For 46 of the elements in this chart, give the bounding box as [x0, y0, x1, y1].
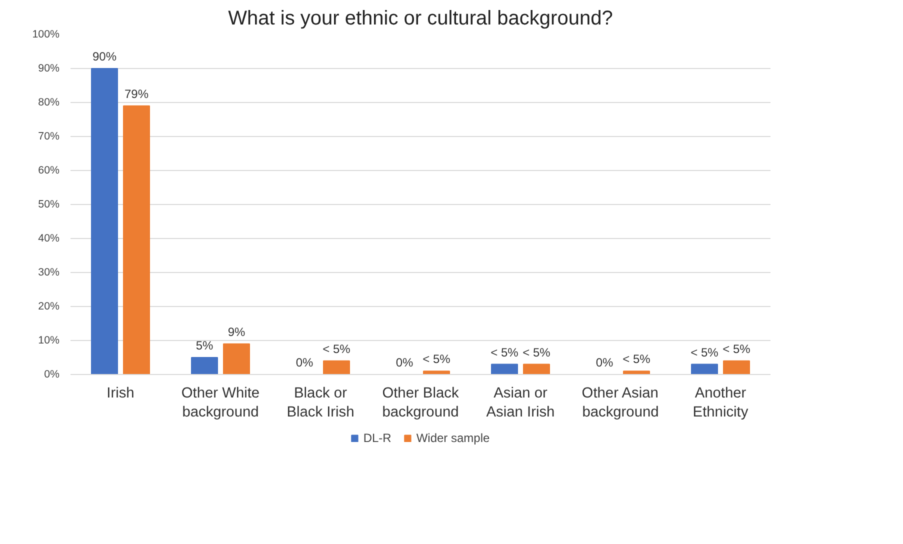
data-label: < 5%: [422, 352, 451, 366]
data-label: < 5%: [622, 352, 651, 366]
y-tick-label: 60%: [38, 164, 60, 176]
y-tick-label: 10%: [38, 334, 60, 346]
y-tick-label: 70%: [38, 130, 60, 142]
bar: [323, 360, 350, 374]
data-label: 0%: [396, 356, 414, 370]
bar: [191, 357, 218, 374]
data-label: < 5%: [322, 342, 351, 356]
data-label: 90%: [92, 50, 117, 64]
y-tick-label: 100%: [32, 28, 60, 40]
data-label: 9%: [228, 324, 246, 339]
bar: [491, 364, 518, 374]
bar: [723, 360, 750, 374]
x-tick-label: Asian or Asian Irish: [486, 386, 555, 421]
y-tick-label: 30%: [38, 266, 60, 278]
y-tick-label: 90%: [38, 62, 60, 74]
y-tick-label: 40%: [38, 232, 60, 244]
x-tick-label: Another Ethnicity: [692, 386, 749, 421]
x-tick-label: Other White background: [181, 386, 260, 421]
bar: [523, 364, 550, 374]
bar: [623, 370, 650, 374]
bar: [223, 343, 250, 374]
y-tick-label: 0%: [44, 368, 60, 380]
y-tick-label: 50%: [38, 198, 60, 210]
y-tick-label: 20%: [38, 300, 60, 312]
legend-label: Wider sample: [416, 431, 490, 445]
bar: [423, 370, 450, 374]
bar: [91, 68, 118, 374]
y-tick-label: 80%: [38, 96, 60, 108]
data-label: < 5%: [690, 345, 719, 360]
x-tick-label: Irish: [106, 386, 134, 402]
data-label: 79%: [124, 86, 149, 101]
bar: [123, 105, 150, 374]
data-label: 0%: [296, 356, 314, 370]
x-tick-label: Other Black background: [382, 386, 460, 421]
bar: [691, 364, 718, 374]
chart-title: What is your ethnic or cultural background?: [228, 8, 613, 30]
data-label: 0%: [596, 356, 614, 370]
data-label: < 5%: [490, 345, 519, 360]
x-tick-label: Other Asian background: [582, 386, 659, 421]
data-label: < 5%: [722, 342, 751, 356]
legend-label: DL-R: [363, 431, 392, 445]
data-label: < 5%: [522, 345, 551, 360]
data-label: 5%: [196, 338, 214, 352]
x-tick-label: Black or Black Irish: [286, 386, 354, 421]
